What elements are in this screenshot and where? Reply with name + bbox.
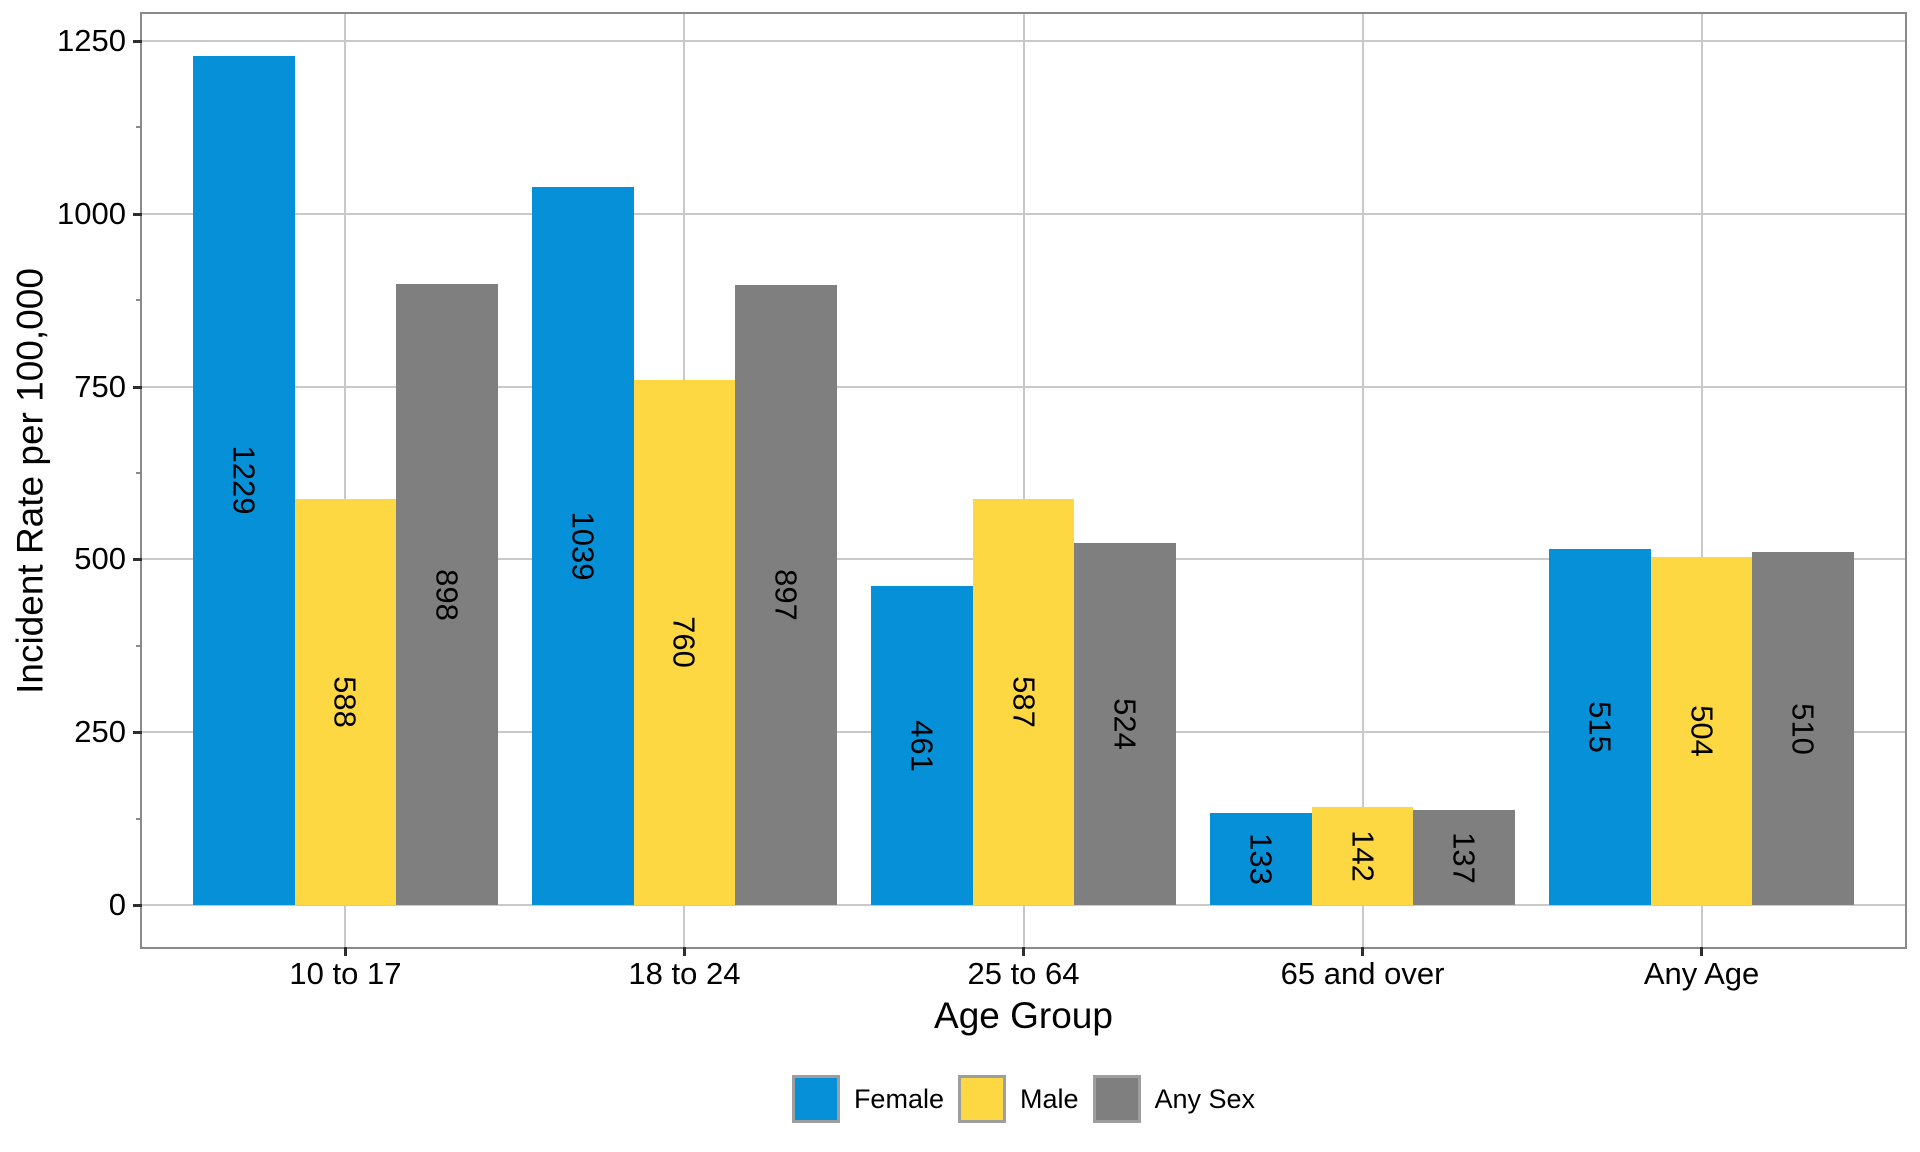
bar-any-sex-25-to-64: [1074, 542, 1177, 905]
bar-male-any-age: [1650, 556, 1753, 905]
x-axis-title: Age Group: [934, 995, 1113, 1036]
bar-female-any-age: [1549, 549, 1651, 905]
bar-female-65-and-over: [1209, 813, 1312, 905]
y-axis-tick-0: [133, 904, 142, 907]
y-axis-minor-tick-875: [136, 299, 142, 302]
bar-value-label-any-sex-25-to-64: 524: [1107, 698, 1143, 750]
x-tick-label-25-to-64: 25 to 64: [967, 956, 1080, 991]
y-axis-tick-1000: [133, 212, 142, 216]
bar-any-sex-18-to-24: [735, 284, 838, 905]
x-axis-tick-any-age: [1700, 947, 1704, 956]
bar-value-label-any-sex-65-and-over: 137: [1446, 831, 1482, 884]
legend-key-swatch-any-sex: [1092, 1075, 1141, 1123]
bar-any-sex-65-and-over: [1413, 810, 1516, 905]
bar-female-25-to-64: [870, 586, 973, 905]
x-tick-label-65-and-over: 65 and over: [1280, 956, 1445, 991]
x-tick-label-18-to-24: 18 to 24: [628, 956, 741, 991]
bar-value-label-female-10-to-17: 1229: [226, 445, 262, 515]
bar-value-label-female-65-and-over: 133: [1243, 833, 1279, 885]
gridline-x-10-to-17: [344, 14, 347, 947]
bar-value-label-female-any-age: 515: [1582, 701, 1618, 753]
legend-item-any-sex: Any Sex: [1092, 1075, 1256, 1123]
gridline-x-65-and-over: [1361, 14, 1364, 947]
y-axis-minor-tick-125: [136, 817, 142, 820]
bar-male-10-to-17: [294, 498, 397, 905]
legend: Female Male Any Sex: [142, 1075, 1905, 1123]
legend-item-male: Male: [957, 1075, 1079, 1123]
legend-item-female: Female: [791, 1075, 944, 1123]
bar-female-18-to-24: [531, 186, 634, 905]
x-tick-label-any-age: Any Age: [1643, 956, 1760, 991]
bar-value-label-any-sex-18-to-24: 897: [768, 569, 804, 621]
y-axis-minor-tick-1125: [136, 126, 142, 129]
y-tick-label-1250: 1250: [57, 23, 126, 58]
legend-key-swatch-female: [791, 1075, 840, 1123]
bar-value-label-male-any-age: 504: [1684, 704, 1720, 757]
gridline-x-any-age: [1700, 14, 1703, 947]
bar-value-label-female-25-to-64: 461: [904, 719, 940, 772]
legend-label-female: Female: [853, 1083, 944, 1114]
bar-value-label-male-25-to-64: 587: [1006, 676, 1041, 728]
x-axis-tick-25-to-64: [1022, 947, 1025, 956]
y-tick-label-750: 750: [74, 368, 126, 404]
y-axis-tick-250: [133, 731, 142, 735]
y-axis-tick-750: [133, 385, 142, 389]
bar-any-sex-any-age: [1752, 552, 1855, 905]
y-tick-label-250: 250: [74, 714, 126, 750]
x-axis-tick-10-to-17: [343, 947, 347, 956]
y-axis-minor-tick-375: [136, 644, 142, 647]
x-axis-tick-18-to-24: [682, 947, 686, 956]
bar-male-65-and-over: [1311, 806, 1414, 905]
bar-male-18-to-24: [633, 379, 736, 905]
y-axis-minor-tick-625: [136, 472, 142, 474]
bar-value-label-male-18-to-24: 760: [666, 616, 702, 669]
legend-key-swatch-male: [957, 1075, 1006, 1123]
y-axis-title: Incident Rate per 100,000: [9, 267, 51, 694]
y-tick-label-500: 500: [74, 541, 126, 577]
y-tick-label-1000: 1000: [57, 195, 126, 231]
gridline-x-25-to-64: [1022, 14, 1025, 947]
x-axis-tick-65-and-over: [1361, 947, 1365, 956]
bar-any-sex-10-to-17: [396, 284, 498, 905]
bar-value-label-male-10-to-17: 588: [327, 675, 363, 728]
bar-value-label-any-sex-10-to-17: 898: [429, 568, 465, 621]
y-axis-tick-1250: [133, 40, 142, 43]
bar-value-label-female-18-to-24: 1039: [565, 511, 601, 581]
y-axis-tick-500: [133, 558, 142, 562]
bar-value-label-male-65-and-over: 142: [1345, 830, 1381, 882]
y-tick-label-0: 0: [108, 887, 126, 922]
legend-label-any-sex: Any Sex: [1154, 1083, 1256, 1114]
bar-male-25-to-64: [972, 499, 1075, 905]
bar-female-10-to-17: [192, 55, 295, 905]
bar-value-label-any-sex-any-age: 510: [1785, 702, 1821, 755]
legend-label-male: Male: [1019, 1083, 1079, 1114]
x-tick-label-10-to-17: 10 to 17: [289, 956, 402, 991]
